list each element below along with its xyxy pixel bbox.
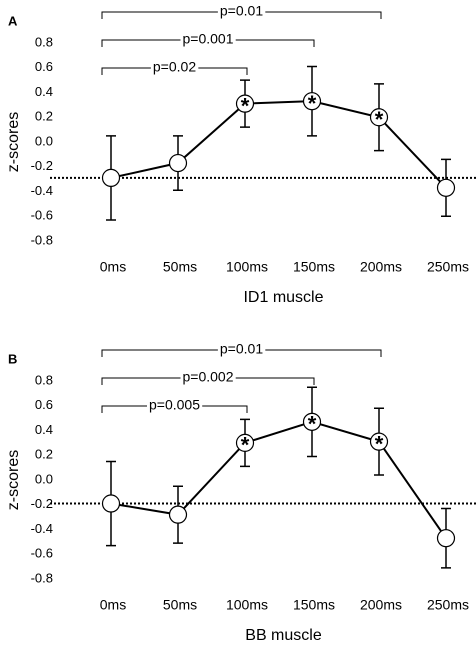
y-tick-label: 0.6: [35, 59, 53, 74]
data-point: [101, 168, 121, 187]
y-tick-label: 0.4: [35, 84, 53, 99]
data-point: [436, 529, 456, 548]
x-tick-label: 0ms: [100, 597, 126, 613]
significance-star: *: [241, 433, 250, 458]
data-point: [302, 92, 322, 111]
y-tick-label: 0.6: [35, 397, 53, 412]
bracket-label: p=0.01: [220, 341, 263, 357]
panel-label: B: [8, 351, 17, 366]
y-tick-label: 0.8: [35, 34, 53, 49]
bracket-label: p=0.02: [153, 59, 196, 75]
y-tick-label: -0.4: [31, 183, 53, 198]
bracket-label-bg: [180, 368, 236, 385]
x-tick-label: 200ms: [360, 259, 402, 275]
y-tick-label: 0.4: [35, 422, 53, 437]
bracket-label: p=0.001: [183, 31, 234, 47]
x-tick-label: 250ms: [427, 597, 469, 613]
bracket-label-bg: [217, 2, 266, 19]
data-line: [110, 100, 447, 189]
y-tick-label: -0.2: [31, 496, 53, 511]
x-tick-label: 250ms: [427, 259, 469, 275]
y-axis-label: z-scores: [5, 112, 22, 172]
y-tick-label: -0.8: [31, 232, 53, 247]
significance-star: *: [308, 412, 317, 437]
data-point: [168, 505, 188, 524]
y-tick-label: -0.4: [31, 521, 53, 536]
x-axis-label: ID1 muscle: [243, 289, 323, 306]
y-tick-label: -0.2: [31, 158, 53, 173]
data-point: [235, 433, 255, 452]
x-tick-label: 150ms: [293, 259, 335, 275]
data-point: [101, 494, 121, 513]
data-point: [302, 412, 322, 431]
data-point: [436, 178, 456, 197]
bracket-label-bg: [217, 340, 266, 357]
bracket-label: p=0.002: [183, 369, 234, 385]
x-tick-label: 150ms: [293, 597, 335, 613]
y-tick-label: 0.0: [35, 133, 53, 148]
bracket-label: p=0.01: [220, 3, 263, 19]
y-tick-label: 0.2: [35, 447, 53, 462]
y-tick-label: 0.0: [35, 471, 53, 486]
significance-star: *: [375, 107, 384, 132]
bracket-label-bg: [180, 30, 236, 47]
x-tick-label: 200ms: [360, 597, 402, 613]
bracket-label-bg: [150, 58, 199, 75]
data-line: [110, 420, 447, 539]
y-axis-label: z-scores: [5, 450, 22, 510]
y-tick-label: 0.2: [35, 109, 53, 124]
data-point: [369, 108, 389, 127]
data-point: [369, 432, 389, 451]
significance-star: *: [241, 93, 250, 118]
significance-star: *: [308, 91, 317, 116]
bracket-label-bg: [147, 396, 203, 413]
panel-label: A: [8, 13, 18, 28]
y-tick-label: -0.6: [31, 546, 53, 561]
x-tick-label: 0ms: [100, 259, 126, 275]
x-tick-label: 50ms: [163, 259, 197, 275]
bracket-label: p=0.005: [149, 397, 200, 413]
x-axis-label: BB muscle: [245, 627, 322, 644]
x-tick-label: 50ms: [163, 597, 197, 613]
y-tick-label: -0.8: [31, 570, 53, 585]
y-tick-label: 0.8: [35, 372, 53, 387]
y-tick-label: -0.6: [31, 208, 53, 223]
data-point: [168, 153, 188, 173]
significance-star: *: [375, 431, 384, 456]
x-tick-label: 100ms: [226, 597, 268, 613]
x-tick-label: 100ms: [226, 259, 268, 275]
data-point: [235, 94, 255, 113]
